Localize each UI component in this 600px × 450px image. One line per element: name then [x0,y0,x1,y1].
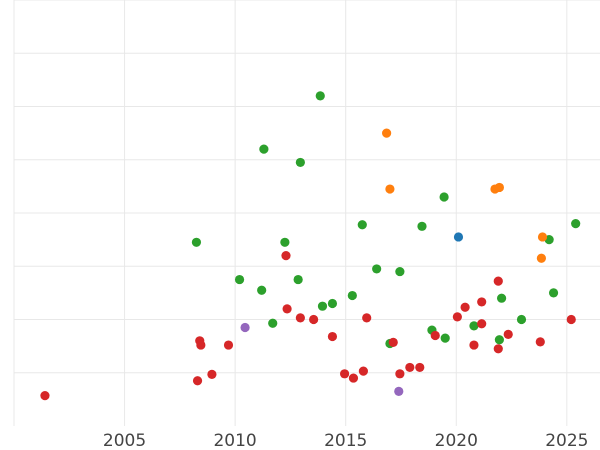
data-point [234,274,245,285]
data-point [494,182,504,193]
data-point [430,330,440,341]
data-point [537,232,548,242]
y-gridlines [14,0,600,374]
data-point [469,340,479,350]
data-point [348,373,359,383]
x-tick-label: 2005 [103,431,146,450]
data-point [358,366,368,376]
data-point [339,369,350,379]
data-point [535,337,545,347]
data-point [293,274,303,285]
data-point [417,221,427,231]
x-tick-labels: 2005 2010 2015 2020 2025 [103,431,589,450]
x-tick-label: 2015 [324,431,367,450]
data-point [439,192,449,202]
data-point [382,128,392,138]
data-point [453,232,464,242]
data-point [395,266,405,277]
x-tick-label: 2010 [213,431,256,450]
data-point [40,391,50,401]
data-point [496,293,507,303]
data-point [477,297,487,307]
data-point [327,298,338,309]
data-point [405,362,415,373]
data-point [503,329,513,340]
data-point [347,290,357,301]
scatter-points [40,91,581,401]
data-point [192,376,203,386]
data-point [191,237,202,247]
data-point [571,219,581,229]
data-point [295,313,305,323]
data-point [257,285,267,295]
data-point [395,369,405,379]
data-point [385,184,395,194]
data-point [268,318,278,328]
data-point [477,319,487,329]
data-point [469,321,479,331]
data-point [493,344,503,354]
data-point [394,386,404,396]
data-point [566,314,576,325]
data-point [282,304,292,314]
data-point [207,369,217,379]
data-point [548,288,559,298]
data-point [309,314,319,325]
data-point [196,340,206,350]
data-point [315,91,325,101]
data-point [452,312,462,322]
data-point [388,337,398,347]
data-point [280,237,290,247]
data-point [240,322,250,333]
data-point [317,301,328,311]
data-point [281,251,291,261]
data-point [516,314,527,325]
data-point [460,302,470,312]
data-point [362,313,372,323]
data-point [259,144,269,154]
x-tick-label: 2020 [435,431,478,450]
data-point [372,264,382,274]
data-point [415,362,425,373]
data-point [440,333,450,343]
data-point [327,331,338,342]
data-point [493,276,503,286]
data-point [295,157,305,168]
x-tick-label: 2025 [545,431,588,450]
data-point [494,335,504,345]
data-point [536,253,547,263]
data-point [223,340,234,350]
data-point [357,220,367,230]
